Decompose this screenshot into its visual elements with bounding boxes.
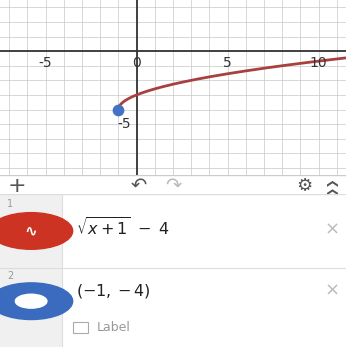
Text: ↶: ↶ bbox=[130, 176, 147, 195]
Text: $(-1,-4)$: $(-1,-4)$ bbox=[76, 281, 151, 299]
Text: 1: 1 bbox=[7, 199, 13, 209]
Point bbox=[116, 107, 121, 112]
Text: 10: 10 bbox=[310, 56, 328, 70]
Circle shape bbox=[0, 283, 73, 320]
Circle shape bbox=[15, 294, 47, 308]
Circle shape bbox=[0, 213, 73, 249]
FancyBboxPatch shape bbox=[73, 322, 88, 333]
Text: ⚙: ⚙ bbox=[297, 177, 312, 195]
Text: -5: -5 bbox=[39, 56, 52, 70]
Text: 2: 2 bbox=[7, 271, 13, 281]
Text: ↷: ↷ bbox=[165, 176, 181, 195]
Text: +: + bbox=[8, 176, 27, 196]
Text: ❯❯: ❯❯ bbox=[327, 176, 338, 195]
Text: ×: × bbox=[325, 281, 340, 299]
Text: ∿: ∿ bbox=[25, 223, 37, 238]
Text: Label: Label bbox=[97, 321, 131, 334]
Text: ×: × bbox=[325, 220, 340, 238]
Text: 5: 5 bbox=[223, 56, 232, 70]
Text: $\sqrt{x+1}\ -\ 4$: $\sqrt{x+1}\ -\ 4$ bbox=[76, 218, 170, 240]
FancyBboxPatch shape bbox=[0, 194, 62, 347]
Text: 0: 0 bbox=[132, 56, 141, 70]
Text: -5: -5 bbox=[118, 117, 131, 131]
